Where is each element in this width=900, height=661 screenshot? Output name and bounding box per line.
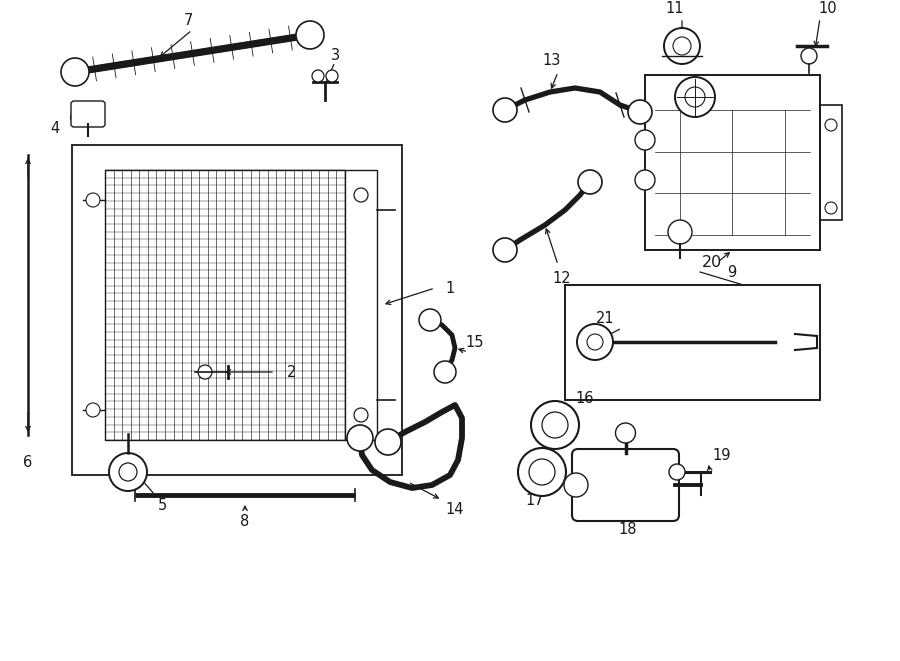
Circle shape — [198, 365, 212, 379]
Circle shape — [668, 220, 692, 244]
Circle shape — [109, 453, 147, 491]
Circle shape — [675, 77, 715, 117]
Circle shape — [296, 21, 324, 49]
Text: 15: 15 — [466, 334, 484, 350]
Text: 1: 1 — [446, 280, 454, 295]
Text: 10: 10 — [819, 1, 837, 15]
Text: 7: 7 — [184, 13, 193, 28]
Text: 12: 12 — [553, 270, 572, 286]
Circle shape — [326, 70, 338, 82]
Circle shape — [312, 70, 324, 82]
Circle shape — [801, 48, 817, 64]
Circle shape — [616, 423, 635, 443]
Bar — [345, 170, 377, 440]
Text: 14: 14 — [446, 502, 464, 518]
Text: 2: 2 — [287, 364, 297, 379]
Text: 13: 13 — [543, 52, 562, 67]
FancyBboxPatch shape — [71, 101, 105, 127]
Circle shape — [628, 100, 652, 124]
Text: 5: 5 — [158, 498, 166, 512]
Circle shape — [86, 403, 100, 417]
Bar — [820, 105, 842, 220]
Text: 20: 20 — [702, 254, 722, 270]
Text: 18: 18 — [619, 522, 637, 537]
Bar — [565, 285, 820, 400]
Bar — [645, 75, 820, 250]
Bar — [72, 145, 402, 475]
Circle shape — [577, 324, 613, 360]
FancyBboxPatch shape — [572, 449, 679, 521]
Text: 3: 3 — [330, 48, 339, 63]
Circle shape — [493, 238, 517, 262]
Circle shape — [86, 193, 100, 207]
Text: 8: 8 — [240, 514, 249, 529]
Circle shape — [419, 309, 441, 331]
Bar — [105, 170, 345, 440]
Circle shape — [578, 170, 602, 194]
Circle shape — [61, 58, 89, 86]
Circle shape — [635, 130, 655, 150]
Text: 19: 19 — [713, 447, 731, 463]
Text: 16: 16 — [576, 391, 594, 405]
Text: 17: 17 — [526, 492, 544, 508]
Circle shape — [635, 170, 655, 190]
Circle shape — [375, 429, 401, 455]
Circle shape — [669, 464, 685, 480]
Circle shape — [564, 473, 588, 497]
Text: 11: 11 — [666, 1, 684, 15]
Circle shape — [434, 361, 456, 383]
Circle shape — [493, 98, 517, 122]
Text: 6: 6 — [23, 455, 32, 469]
Text: 21: 21 — [596, 311, 615, 325]
Circle shape — [664, 28, 700, 64]
Circle shape — [531, 401, 579, 449]
Circle shape — [347, 425, 373, 451]
Text: 9: 9 — [727, 264, 736, 280]
Text: 4: 4 — [50, 120, 59, 136]
Circle shape — [518, 448, 566, 496]
